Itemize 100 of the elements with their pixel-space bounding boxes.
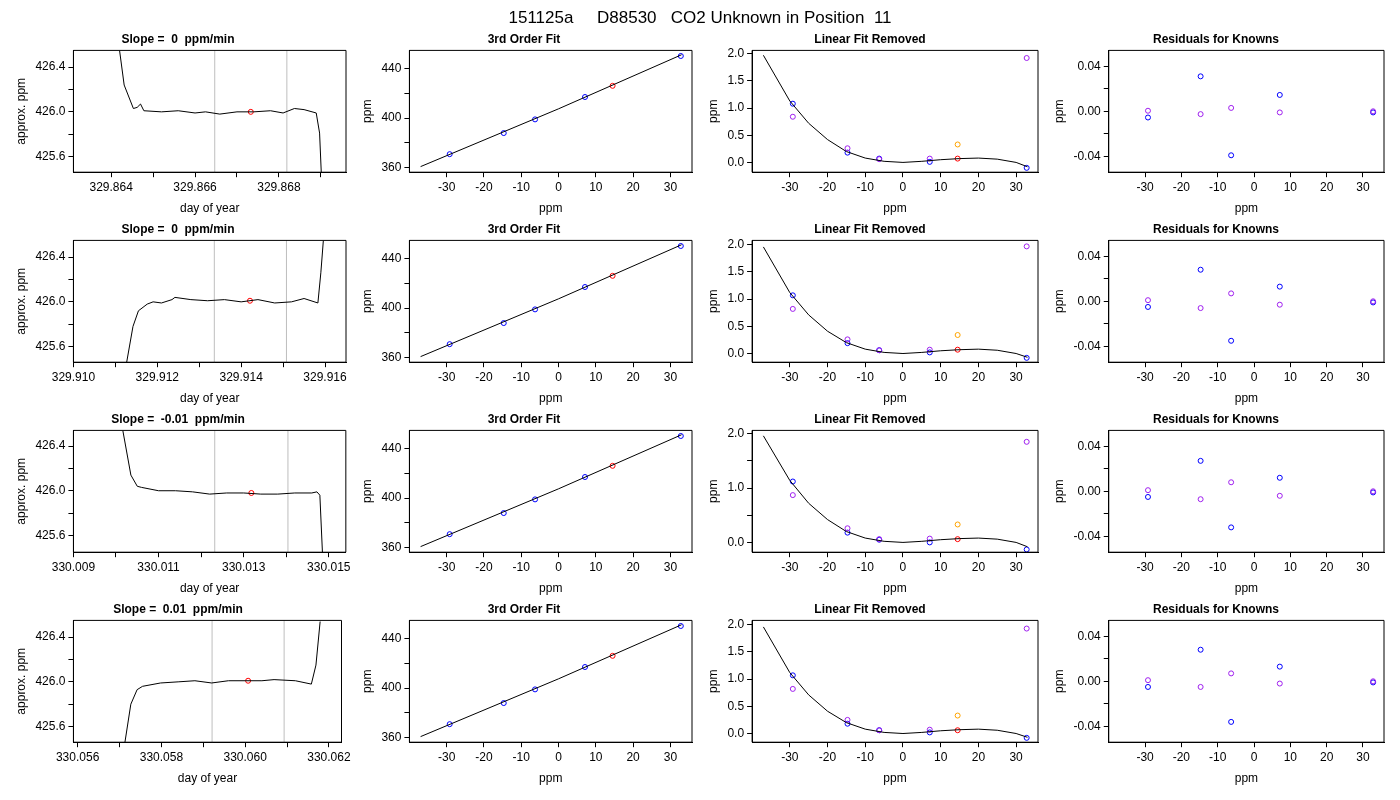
x-tick-label: 30: [663, 559, 678, 574]
x-tick-label: -10: [512, 559, 531, 574]
x-tick-label: -20: [1172, 179, 1191, 194]
x-axis-title: ppm: [883, 581, 907, 596]
y-tick-label: 0.0: [727, 534, 745, 549]
y-tick-label: 360: [381, 350, 402, 365]
y-tick-label: 0.5: [727, 318, 745, 333]
x-tick-label: 329.864: [89, 179, 134, 194]
x-tick-label: 30: [1356, 369, 1370, 384]
chart-title: Residuals for Knowns: [1152, 31, 1280, 46]
x-tick-label: -30: [1136, 559, 1155, 574]
y-tick-label: 426.0: [35, 294, 66, 309]
y-tick-label: 360: [381, 540, 402, 555]
y-tick-label: 1.5: [727, 73, 745, 88]
y-tick-label: 426.4: [35, 438, 66, 453]
x-tick-label: -20: [818, 749, 837, 764]
x-axis-title: day of year: [179, 581, 240, 596]
y-tick-label: 0.04: [1077, 58, 1102, 73]
x-tick-label: -20: [475, 749, 493, 764]
x-tick-label: 20: [971, 559, 986, 574]
y-tick-label: 425.6: [35, 527, 66, 542]
x-axis-title: ppm: [539, 771, 563, 786]
x-axis-title: ppm: [883, 391, 907, 406]
x-tick-label: 20: [971, 369, 986, 384]
x-axis-title: day of year: [180, 391, 240, 406]
x-tick-label: 10: [1283, 369, 1298, 384]
x-tick-label: 10: [1283, 179, 1298, 194]
y-tick-label: 0.00: [1077, 673, 1102, 688]
y-axis-title: ppm: [359, 479, 374, 503]
x-tick-label: -20: [1172, 559, 1191, 574]
y-axis-title: ppm: [1051, 289, 1066, 313]
y-tick-label: 1.5: [727, 264, 745, 279]
y-axis-title: ppm: [359, 289, 374, 313]
x-tick-label: 10: [589, 369, 603, 384]
x-tick-label: 10: [934, 179, 948, 194]
y-tick-label: 2.0: [727, 425, 745, 440]
x-tick-label: 10: [934, 369, 948, 384]
x-tick-label: 20: [626, 749, 641, 764]
x-tick-label: -30: [781, 559, 799, 574]
y-tick-label: 426.0: [35, 104, 66, 119]
y-tick-label: 0.00: [1077, 483, 1102, 498]
y-tick-label: 400: [381, 110, 402, 125]
y-axis-title: ppm: [1051, 479, 1066, 503]
x-tick-label: -10: [1209, 559, 1227, 574]
y-tick-label: 1.5: [727, 644, 745, 659]
x-tick-label: 330.056: [55, 749, 100, 764]
x-tick-label: 20: [1319, 559, 1334, 574]
x-tick-label: -30: [1136, 179, 1155, 194]
y-tick-label: 0.0: [727, 725, 745, 740]
y-axis-title: ppm: [705, 99, 720, 123]
chart-title: Linear Fit Removed: [814, 221, 926, 236]
x-tick-label: 330.060: [223, 749, 268, 764]
x-tick-label: -10: [1209, 179, 1227, 194]
x-tick-label: 10: [1283, 559, 1298, 574]
y-tick-label: 0.0: [727, 154, 745, 169]
y-tick-label: 1.0: [727, 100, 745, 115]
x-tick-label: 330.011: [137, 559, 181, 574]
x-tick-label: -10: [856, 749, 875, 764]
x-tick-label: -30: [438, 369, 456, 384]
x-tick-label: -10: [512, 749, 531, 764]
x-tick-label: 0: [555, 369, 563, 384]
text: 151125a D88530 CO2 Unknown in Position 11: [507, 8, 893, 29]
x-tick-label: 329.866: [173, 179, 218, 194]
x-tick-label: 10: [589, 749, 603, 764]
y-tick-label: 0.0: [727, 345, 745, 360]
x-tick-label: 0: [1250, 369, 1258, 384]
x-axis-title: ppm: [1234, 581, 1259, 596]
x-tick-label: -20: [475, 559, 493, 574]
y-tick-label: 440: [381, 440, 402, 455]
chart-title: 3rd Order Fit: [487, 31, 561, 46]
chart-title: Linear Fit Removed: [814, 411, 926, 426]
x-axis-title: ppm: [1234, 391, 1259, 406]
x-tick-label: -20: [1172, 369, 1191, 384]
y-tick-label: 1.0: [727, 291, 745, 306]
y-axis-title: ppm: [705, 669, 720, 693]
y-tick-label: 0.5: [727, 127, 745, 142]
x-tick-label: 30: [1009, 369, 1024, 384]
y-tick-label: 426.0: [35, 674, 66, 689]
x-tick-label: 30: [1356, 559, 1370, 574]
x-tick-label: -10: [856, 369, 875, 384]
x-axis-title: ppm: [883, 771, 907, 786]
x-tick-label: -10: [512, 179, 531, 194]
x-tick-label: 330.013: [221, 559, 266, 574]
chart-title: 3rd Order Fit: [487, 221, 561, 236]
y-tick-label: 425.6: [35, 718, 66, 733]
chart-title: 3rd Order Fit: [487, 411, 561, 426]
chart-title: Linear Fit Removed: [814, 31, 926, 46]
y-tick-label: 425.6: [35, 338, 66, 353]
y-axis-title: ppm: [359, 99, 374, 123]
x-tick-label: -10: [1209, 749, 1227, 764]
x-axis-title: ppm: [1234, 201, 1259, 216]
x-tick-label: 0: [899, 179, 907, 194]
x-tick-label: -10: [512, 369, 531, 384]
x-tick-label: 0: [555, 179, 563, 194]
y-tick-label: 360: [381, 730, 402, 745]
y-tick-label: 1.0: [727, 480, 745, 495]
x-tick-label: -10: [856, 179, 875, 194]
x-tick-label: 10: [934, 749, 948, 764]
x-tick-label: 20: [626, 369, 641, 384]
x-axis-title: ppm: [1234, 771, 1259, 786]
